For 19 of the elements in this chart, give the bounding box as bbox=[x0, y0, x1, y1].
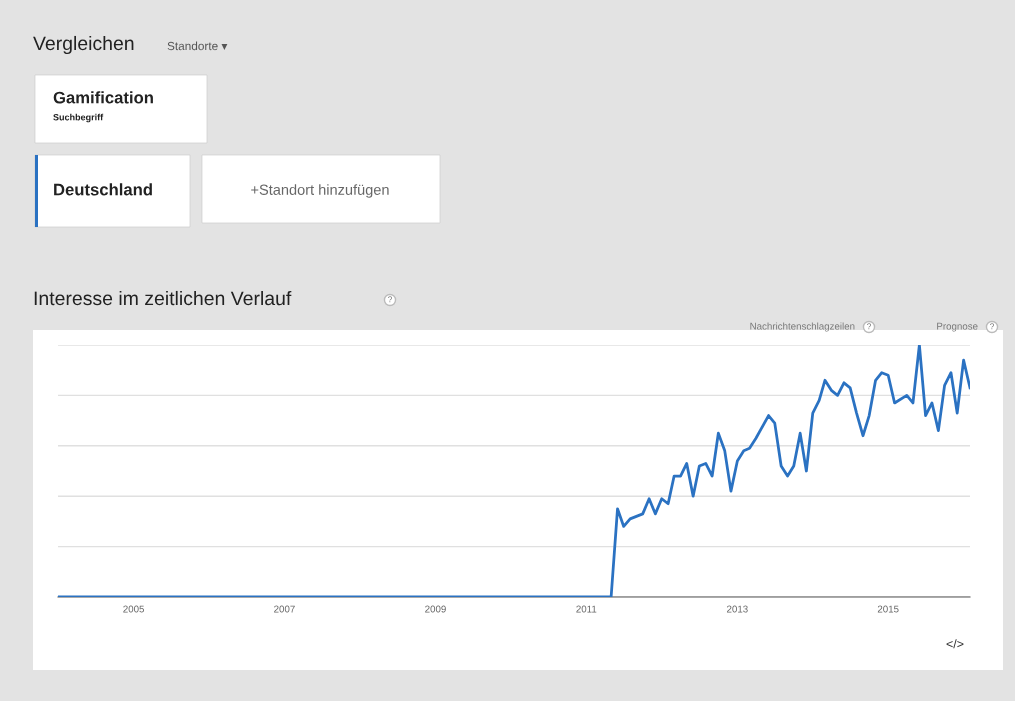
x-tick-label: 2005 bbox=[123, 605, 145, 613]
text: ? bbox=[388, 296, 393, 303]
text: Gamification bbox=[53, 91, 153, 104]
text: ? bbox=[867, 323, 872, 330]
text: Vergleichen bbox=[33, 35, 134, 55]
chart-title: Interesse im zeitlichen Verlauf bbox=[34, 290, 292, 306]
x-tick-label: 2007 bbox=[274, 605, 295, 613]
x-tick-label: 2015 bbox=[877, 605, 899, 613]
x-tick-label: 2009 bbox=[425, 605, 446, 613]
text: Deutschland bbox=[54, 183, 152, 196]
text: </> bbox=[946, 639, 964, 649]
text: Prognose bbox=[937, 322, 978, 332]
text: ? bbox=[990, 323, 995, 330]
x-tick-label: 2011 bbox=[576, 605, 597, 613]
text: Standorte ▾ bbox=[167, 41, 228, 51]
text: +Standort hinzufügen bbox=[251, 184, 389, 198]
x-tick-label: 2013 bbox=[727, 605, 748, 613]
text: Nachrichtenschlagzeilen bbox=[750, 322, 855, 332]
text: Suchbegriff bbox=[53, 113, 104, 123]
